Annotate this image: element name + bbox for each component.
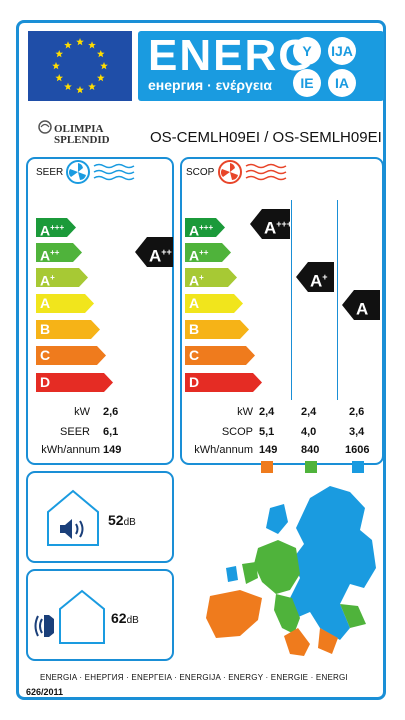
indoor-noise-panel xyxy=(26,471,174,563)
energy-word: ENERG xyxy=(148,31,315,80)
lang-badge-y: Y xyxy=(293,37,321,65)
seer-class-bar-3: A xyxy=(36,294,94,313)
climate-swatch-warmer xyxy=(261,461,273,473)
scop-col1-scop: 5,1 xyxy=(259,426,275,438)
seer-label: SEER xyxy=(36,167,64,178)
indoor-noise-value: 52dB xyxy=(108,512,136,528)
scop-class-bar-0: A+++ xyxy=(185,218,225,237)
seer-class-bar-4: B xyxy=(36,320,100,339)
scop-col3-scop: 3,4 xyxy=(349,426,365,438)
footer-languages: ENERGIA · ЕНЕРГИЯ · ΕΝΕΡΓΕΙΑ · ENERGIJA … xyxy=(40,673,348,682)
footer-regulation: 626/2011 xyxy=(26,687,64,697)
eu-star-icon xyxy=(55,50,64,58)
scop-col3-kwh: 1606 xyxy=(345,444,370,456)
energy-subtitle: енергия · ενέργεια xyxy=(148,77,272,93)
eu-star-icon xyxy=(64,41,72,49)
seer-kwh-value: 149 xyxy=(103,444,122,456)
scop-class-bar-3: A xyxy=(185,294,243,313)
seer-class-bar-1: A++ xyxy=(36,243,82,262)
seer-seer-label: SEER xyxy=(60,426,90,438)
scop-divider-2 xyxy=(337,200,338,400)
lang-badge-ia: IA xyxy=(328,69,356,97)
scop-col3-kw: 2,6 xyxy=(349,406,365,418)
eu-star-icon xyxy=(96,50,105,58)
seer-panel xyxy=(26,157,174,465)
outdoor-noise-panel xyxy=(26,569,174,661)
scop-kw-label: kW xyxy=(237,406,253,418)
scop-divider-1 xyxy=(291,200,292,400)
seer-class-bar-0: A+++ xyxy=(36,218,76,237)
eu-star-icon xyxy=(55,74,64,82)
seer-kw-value: 2,6 xyxy=(103,406,119,418)
scop-class-bar-6: D xyxy=(185,373,262,392)
scop-class-bar-2: A+ xyxy=(185,268,237,287)
brand-line2: SPLENDID xyxy=(54,134,110,146)
scop-scop-label: SCOP xyxy=(221,426,253,438)
lang-badge-ija: IJA xyxy=(328,37,356,65)
label-frame xyxy=(16,20,386,700)
eu-stars-icon xyxy=(52,38,108,94)
outdoor-speaker-icon xyxy=(34,589,105,644)
eu-star-icon xyxy=(96,74,105,82)
lang-badge-ie: IE xyxy=(293,69,321,97)
scop-panel xyxy=(180,157,384,465)
seer-seer-value: 6,1 xyxy=(103,426,119,438)
scop-col2-kwh: 840 xyxy=(301,444,320,456)
indoor-speaker-icon xyxy=(47,489,99,546)
eu-star-icon xyxy=(88,41,96,49)
climate-swatch-colder xyxy=(352,461,364,473)
seer-class-bar-5: C xyxy=(36,346,106,365)
eu-star-icon xyxy=(100,62,108,70)
europe-climate-map-icon xyxy=(206,486,376,656)
brand-line1: OLIMPIA xyxy=(54,123,104,135)
scop-class-bar-1: A++ xyxy=(185,243,231,262)
eu-star-icon xyxy=(76,38,84,46)
scop-col2-kw: 2,4 xyxy=(301,406,317,418)
climate-swatch-average xyxy=(305,461,317,473)
brand-logo-icon xyxy=(38,120,52,134)
brand-name: OLIMPIA SPLENDID xyxy=(54,124,110,146)
seer-fan-icon xyxy=(66,160,135,184)
scop-col2-scop: 4,0 xyxy=(301,426,317,438)
eu-star-icon xyxy=(64,82,72,91)
eu-star-icon xyxy=(88,82,96,91)
seer-class-bar-6: D xyxy=(36,373,113,392)
scop-class-bar-5: C xyxy=(185,346,255,365)
scop-fan-icon xyxy=(218,160,287,184)
scop-label: SCOP xyxy=(186,167,215,178)
scop-col1-kwh: 149 xyxy=(259,444,278,456)
outdoor-noise-value: 62dB xyxy=(111,610,139,626)
model-number: OS-CEMLH09EI / OS-SEMLH09EI xyxy=(150,129,382,146)
scop-class-bar-4: B xyxy=(185,320,249,339)
eu-star-icon xyxy=(76,86,84,94)
seer-class-bar-2: A+ xyxy=(36,268,88,287)
seer-kw-label: kW xyxy=(74,406,90,418)
eu-star-icon xyxy=(52,62,60,70)
eu-flag xyxy=(28,31,132,101)
scop-col1-kw: 2,4 xyxy=(259,406,275,418)
seer-kwh-label: kWh/annum xyxy=(41,444,100,456)
scop-kwh-label: kWh/annum xyxy=(194,444,253,456)
